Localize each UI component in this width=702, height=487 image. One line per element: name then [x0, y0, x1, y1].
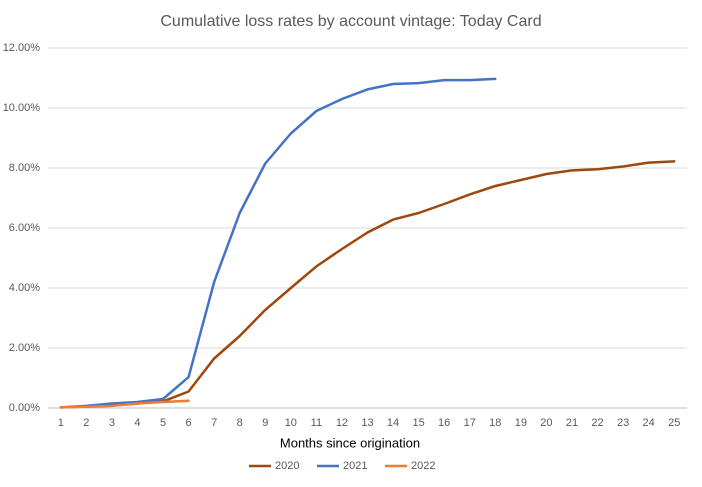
x-axis-title: Months since origination — [280, 435, 420, 450]
x-tick-label: 24 — [643, 417, 655, 429]
y-tick-label: 4.00% — [9, 282, 40, 294]
chart-title: Cumulative loss rates by account vintage… — [160, 13, 541, 30]
x-tick-label: 14 — [387, 417, 399, 429]
x-tick-label: 10 — [285, 417, 297, 429]
x-tick-label: 15 — [412, 417, 424, 429]
x-tick-label: 5 — [160, 417, 166, 429]
y-tick-label: 12.00% — [3, 42, 41, 54]
x-tick-label: 18 — [489, 417, 501, 429]
x-tick-label: 1 — [58, 417, 64, 429]
x-tick-label: 13 — [361, 417, 373, 429]
x-tick-label: 4 — [134, 417, 140, 429]
x-tick-label: 8 — [237, 417, 243, 429]
legend-label: 2022 — [411, 460, 435, 472]
x-tick-label: 7 — [211, 417, 217, 429]
y-tick-label: 0.00% — [9, 402, 40, 414]
legend-label: 2021 — [343, 460, 367, 472]
legend-label: 2020 — [275, 460, 299, 472]
x-tick-label: 3 — [109, 417, 115, 429]
series-line — [59, 399, 190, 409]
x-tick-label: 21 — [566, 417, 578, 429]
y-tick-label: 8.00% — [9, 162, 40, 174]
x-tick-label: 19 — [515, 417, 527, 429]
y-tick-label: 10.00% — [3, 102, 41, 114]
x-tick-label: 25 — [668, 417, 680, 429]
x-tick-label: 11 — [311, 417, 322, 429]
x-tick-label: 20 — [540, 417, 552, 429]
x-tick-label: 22 — [591, 417, 603, 429]
x-tick-label: 23 — [617, 417, 629, 429]
x-tick-label: 2 — [83, 417, 89, 429]
series-line — [59, 77, 497, 409]
x-tick-label: 12 — [336, 417, 348, 429]
x-tick-label: 17 — [464, 417, 476, 429]
y-tick-label: 2.00% — [9, 342, 40, 354]
x-tick-label: 16 — [438, 417, 450, 429]
x-tick-label: 9 — [262, 417, 268, 429]
y-tick-label: 6.00% — [9, 222, 40, 234]
x-tick-label: 6 — [186, 417, 192, 429]
